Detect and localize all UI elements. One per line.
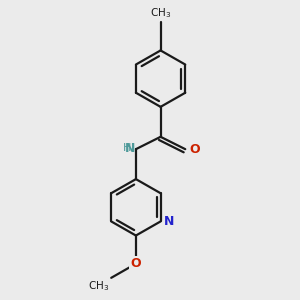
- Text: H: H: [123, 143, 132, 153]
- Text: O: O: [190, 143, 200, 156]
- Text: CH$_3$: CH$_3$: [88, 280, 109, 293]
- Text: CH$_3$: CH$_3$: [150, 6, 171, 20]
- Text: O: O: [130, 257, 141, 270]
- Text: N: N: [164, 215, 174, 228]
- Text: N: N: [125, 142, 135, 155]
